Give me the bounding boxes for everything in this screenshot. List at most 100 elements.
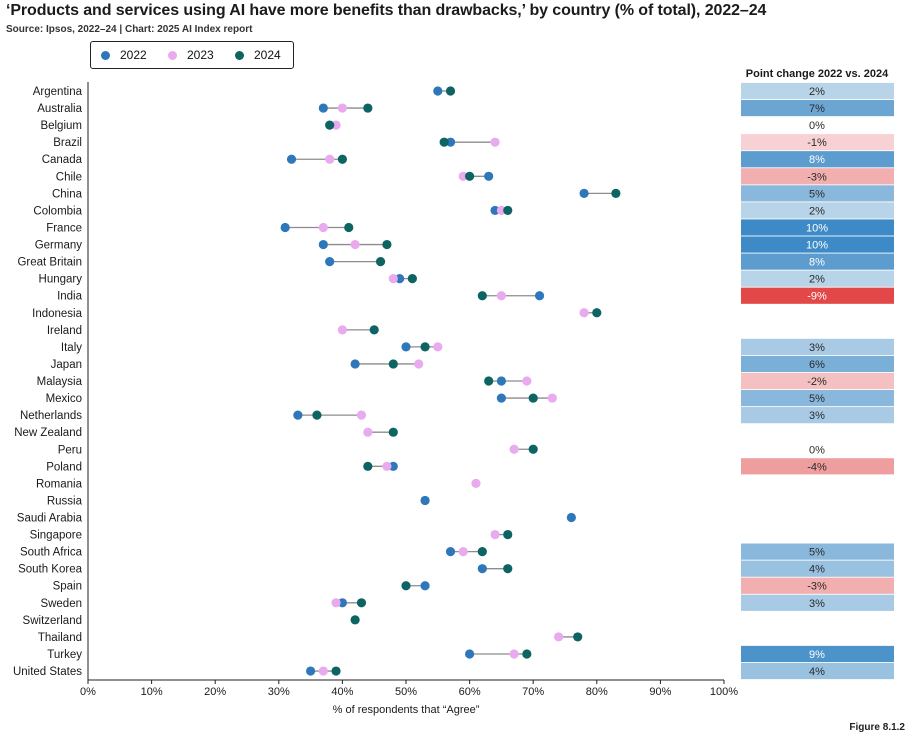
change-value-united-states: 4% — [809, 666, 825, 678]
point-2022-united-states — [306, 666, 316, 676]
point-2023-belgium — [331, 120, 341, 130]
change-value-colombia: 2% — [809, 205, 825, 217]
point-2022-india — [534, 291, 545, 301]
change-value-spain: -3% — [807, 581, 827, 593]
x-tick-label: 40% — [331, 686, 353, 698]
country-label-peru: Peru — [58, 444, 82, 456]
point-2023-new-zealand — [363, 427, 373, 437]
point-2024-singapore — [503, 529, 513, 540]
change-cell-great-britain — [741, 253, 894, 270]
point-2022-sweden — [337, 598, 347, 608]
point-2023-hungary — [388, 274, 398, 284]
change-cell-south-korea — [741, 560, 894, 577]
chart-legend: 2022 2023 2024 — [90, 41, 294, 69]
point-2023-chile — [458, 171, 468, 181]
change-cell-japan — [741, 355, 894, 373]
change-value-france: 10% — [806, 222, 828, 234]
point-2022-china — [579, 188, 589, 198]
point-2023-peru — [509, 444, 519, 454]
point-2023-netherlands — [356, 410, 367, 420]
change-value-belgium: 0% — [809, 120, 825, 132]
x-tick-label: 60% — [459, 686, 481, 698]
change-value-canada: 8% — [809, 154, 825, 166]
change-cell-australia — [741, 99, 894, 117]
point-2024-indonesia — [592, 308, 602, 318]
country-label-india: India — [57, 291, 83, 303]
x-tick-label: 30% — [268, 686, 290, 698]
point-2023-south-africa — [458, 547, 468, 557]
point-2022-france — [280, 222, 290, 233]
point-2022-turkey — [465, 649, 475, 659]
point-2023-japan — [414, 359, 424, 369]
point-2024-china — [611, 188, 621, 198]
point-2023-ireland — [337, 325, 347, 335]
country-label-spain: Spain — [53, 581, 82, 593]
point-2024-australia — [363, 103, 373, 113]
change-cell-spain — [741, 577, 894, 594]
point-2022-great-britain — [325, 257, 335, 267]
country-label-turkey: Turkey — [47, 649, 82, 661]
country-label-south-africa: South Africa — [20, 547, 83, 559]
point-2022-chile — [484, 171, 494, 181]
point-2024-switzerland — [350, 615, 360, 625]
point-2024-japan — [388, 359, 398, 369]
change-value-south-africa: 5% — [809, 547, 825, 559]
point-2023-colombia — [496, 205, 506, 216]
change-value-sweden: 3% — [809, 598, 825, 610]
point-2022-italy — [401, 342, 411, 352]
country-label-russia: Russia — [47, 495, 83, 507]
change-cell-poland — [741, 458, 894, 475]
point-2022-germany — [318, 239, 328, 250]
point-2023-italy — [433, 342, 443, 352]
point-2022-netherlands — [293, 410, 303, 420]
point-2024-thailand — [573, 632, 583, 642]
country-label-south-korea: South Korea — [18, 564, 83, 576]
point-2024-south-africa — [477, 547, 487, 557]
point-2022-argentina — [433, 86, 443, 96]
x-tick-label: 70% — [522, 686, 544, 698]
country-label-australia: Australia — [37, 103, 82, 115]
country-label-ireland: Ireland — [47, 325, 82, 337]
chart-source: Source: Ipsos, 2022–24 | Chart: 2025 AI … — [6, 24, 253, 35]
x-tick-label: 10% — [141, 686, 163, 698]
point-2023-united-states — [318, 666, 328, 676]
legend-swatch-2023 — [168, 51, 177, 60]
x-tick-label: 20% — [204, 686, 226, 698]
point-2024-netherlands — [312, 410, 322, 420]
point-2024-belgium — [325, 120, 335, 130]
point-2023-mexico — [547, 393, 557, 403]
change-value-chile: -3% — [807, 171, 827, 183]
point-2022-mexico — [496, 393, 506, 403]
point-2023-romania — [471, 478, 481, 488]
change-cell-argentina — [741, 82, 894, 100]
point-2024-colombia — [503, 205, 513, 216]
change-cell-malaysia — [741, 372, 894, 390]
change-cell-germany — [741, 236, 894, 253]
x-tick-label: 90% — [649, 686, 671, 698]
country-label-romania: Romania — [36, 478, 83, 490]
point-2023-turkey — [509, 649, 519, 659]
country-label-france: France — [46, 222, 82, 234]
country-label-japan: Japan — [51, 359, 82, 371]
point-2023-indonesia — [579, 308, 589, 318]
change-value-malaysia: -2% — [807, 376, 827, 388]
point-2024-argentina — [445, 86, 456, 96]
x-tick-label: 0% — [80, 686, 96, 698]
country-label-argentina: Argentina — [33, 86, 83, 98]
legend-item-2022: 2022 — [101, 48, 147, 62]
change-value-italy: 3% — [809, 342, 825, 354]
point-2022-malaysia — [496, 376, 506, 386]
country-label-netherlands: Netherlands — [20, 410, 82, 422]
change-cell-netherlands — [741, 407, 894, 424]
change-cell-sweden — [741, 594, 894, 611]
change-cell-chile — [741, 168, 894, 185]
point-2023-india — [496, 291, 506, 301]
legend-label-2024: 2024 — [254, 48, 281, 62]
country-label-mexico: Mexico — [46, 393, 82, 405]
country-label-sweden: Sweden — [40, 598, 82, 610]
change-value-india: -9% — [807, 291, 827, 303]
change-value-poland: -4% — [807, 461, 827, 473]
point-2022-saudi-arabia — [566, 512, 576, 523]
x-tick-label: 50% — [395, 686, 417, 698]
point-2024-south-korea — [503, 564, 513, 574]
